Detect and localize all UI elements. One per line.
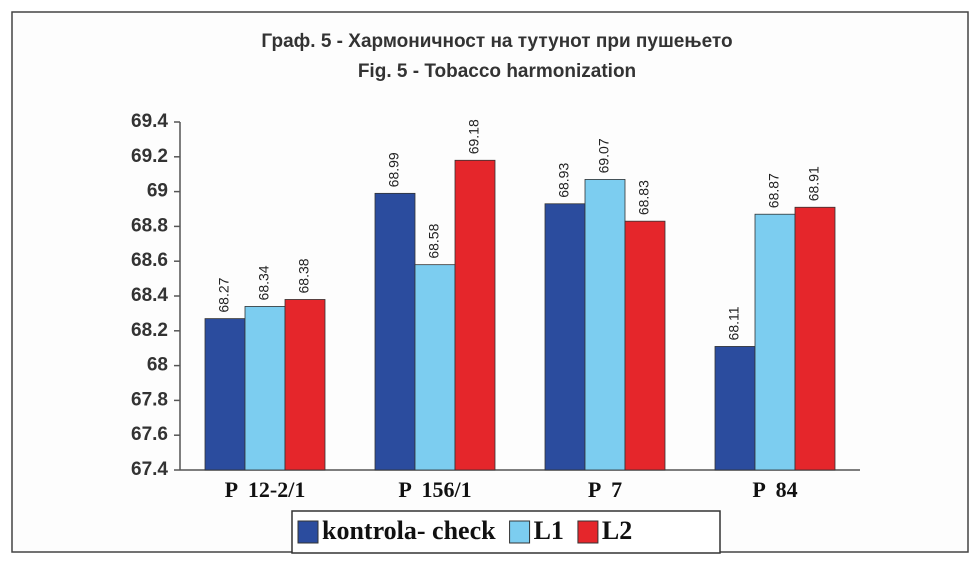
legend-box [291,510,721,554]
legend-swatch [577,520,599,544]
bar [244,306,286,471]
bar [584,179,626,471]
value-label: 68.93 [556,163,572,198]
value-label: 68.91 [806,166,822,201]
y-tick-label: 69.4 [131,111,168,132]
bar [414,264,456,471]
legend-swatch [297,520,319,544]
y-tick-label: 67.4 [131,459,168,480]
y-tick-label: 68.4 [131,285,168,306]
legend-label: L1 [534,516,564,545]
bar [754,213,796,471]
y-tick-label: 68.2 [131,320,168,341]
value-label: 68.99 [386,152,402,187]
x-tick-label: P 156/1 [398,477,471,502]
bar [374,192,416,471]
legend-label: kontrola- check [322,516,496,545]
value-label: 68.38 [296,258,312,293]
bar [454,159,496,471]
value-label: 68.34 [256,265,272,300]
y-tick-label: 67.8 [131,389,168,410]
y-tick-label: 69 [147,181,168,202]
bar [794,206,836,471]
y-tick-label: 68.6 [131,250,168,271]
chart-subtitle: Fig. 5 - Tobacco harmonization [358,61,636,82]
value-label: 69.18 [466,119,482,154]
bar [284,299,326,471]
legend-swatch [509,520,531,544]
bar [204,318,246,471]
chart-title: Граф. 5 - Хармоничност на тутунот при пу… [261,31,732,52]
x-tick-label: P 84 [752,477,797,502]
y-tick-label: 68.8 [131,215,168,236]
x-tick-label: P 7 [588,477,622,502]
value-label: 68.87 [766,173,782,208]
bar [624,220,666,471]
bar [714,346,756,471]
legend-label: L2 [602,516,632,545]
y-tick-label: 67.6 [131,424,168,445]
x-tick-label: P 12-2/1 [225,477,306,502]
value-label: 69.07 [596,138,612,173]
value-label: 68.27 [216,277,232,312]
y-tick-label: 68 [147,355,168,376]
value-label: 68.83 [636,180,652,215]
value-label: 68.58 [426,223,442,258]
bar [544,203,586,471]
y-tick-label: 69.2 [131,146,168,167]
value-label: 68.11 [726,306,742,340]
